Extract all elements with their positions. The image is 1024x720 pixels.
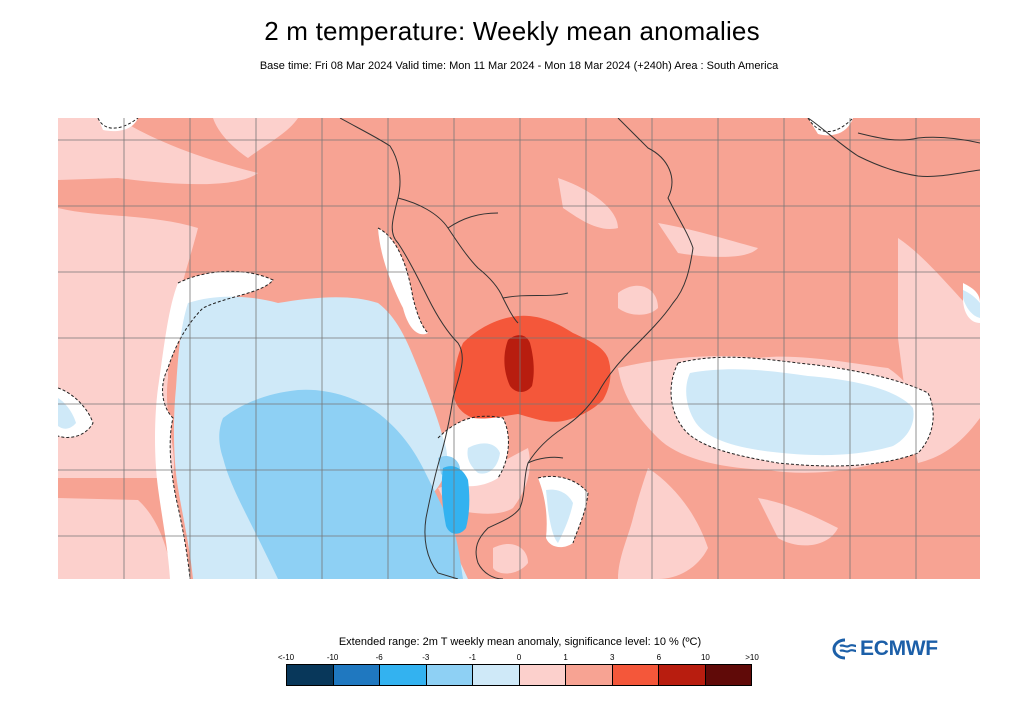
anomaly-map	[58, 118, 980, 579]
legend-label: -1	[468, 653, 476, 662]
legend-label: 0	[516, 653, 522, 662]
legend-swatch	[519, 665, 566, 685]
field-negative-6-3	[441, 466, 470, 534]
legend-label: -3	[422, 653, 430, 662]
legend-label: -10	[326, 653, 339, 662]
legend-label: <-10	[277, 653, 295, 662]
coastlines	[339, 118, 980, 579]
legend-label: 3	[609, 653, 615, 662]
ecmwf-logo: ECMWF	[832, 636, 938, 662]
legend-label: >10	[745, 653, 759, 662]
legend-swatch	[705, 665, 751, 685]
legend-swatch	[426, 665, 473, 685]
legend-label: -6	[375, 653, 383, 662]
legend-labels: <-10 -10 -6 -3 -1 0 1 3 6 10 >10	[278, 653, 759, 665]
map-subtitle: Base time: Fri 08 Mar 2024 Valid time: M…	[259, 60, 779, 72]
legend-swatch	[333, 665, 380, 685]
ecmwf-logo-text: ECMWF	[860, 637, 938, 660]
legend-swatch	[566, 665, 613, 685]
legend-color-bar	[286, 664, 752, 686]
legend-swatch	[287, 665, 334, 685]
legend-label: 1	[563, 653, 568, 662]
legend-swatch	[473, 665, 520, 685]
graticule	[58, 118, 980, 579]
ecmwf-wave-icon	[832, 638, 857, 660]
field-positive-6-10	[504, 335, 534, 392]
legend-swatch	[380, 665, 427, 685]
map-title: 2 m temperature: Weekly mean anomalies	[264, 16, 760, 46]
legend-label: 6	[656, 653, 662, 662]
legend-label: 10	[700, 653, 710, 662]
legend-title: Extended range: 2m T weekly mean anomaly…	[338, 636, 702, 648]
legend-swatch	[659, 665, 706, 685]
legend-swatch	[612, 665, 659, 685]
significance-contours	[58, 118, 934, 579]
